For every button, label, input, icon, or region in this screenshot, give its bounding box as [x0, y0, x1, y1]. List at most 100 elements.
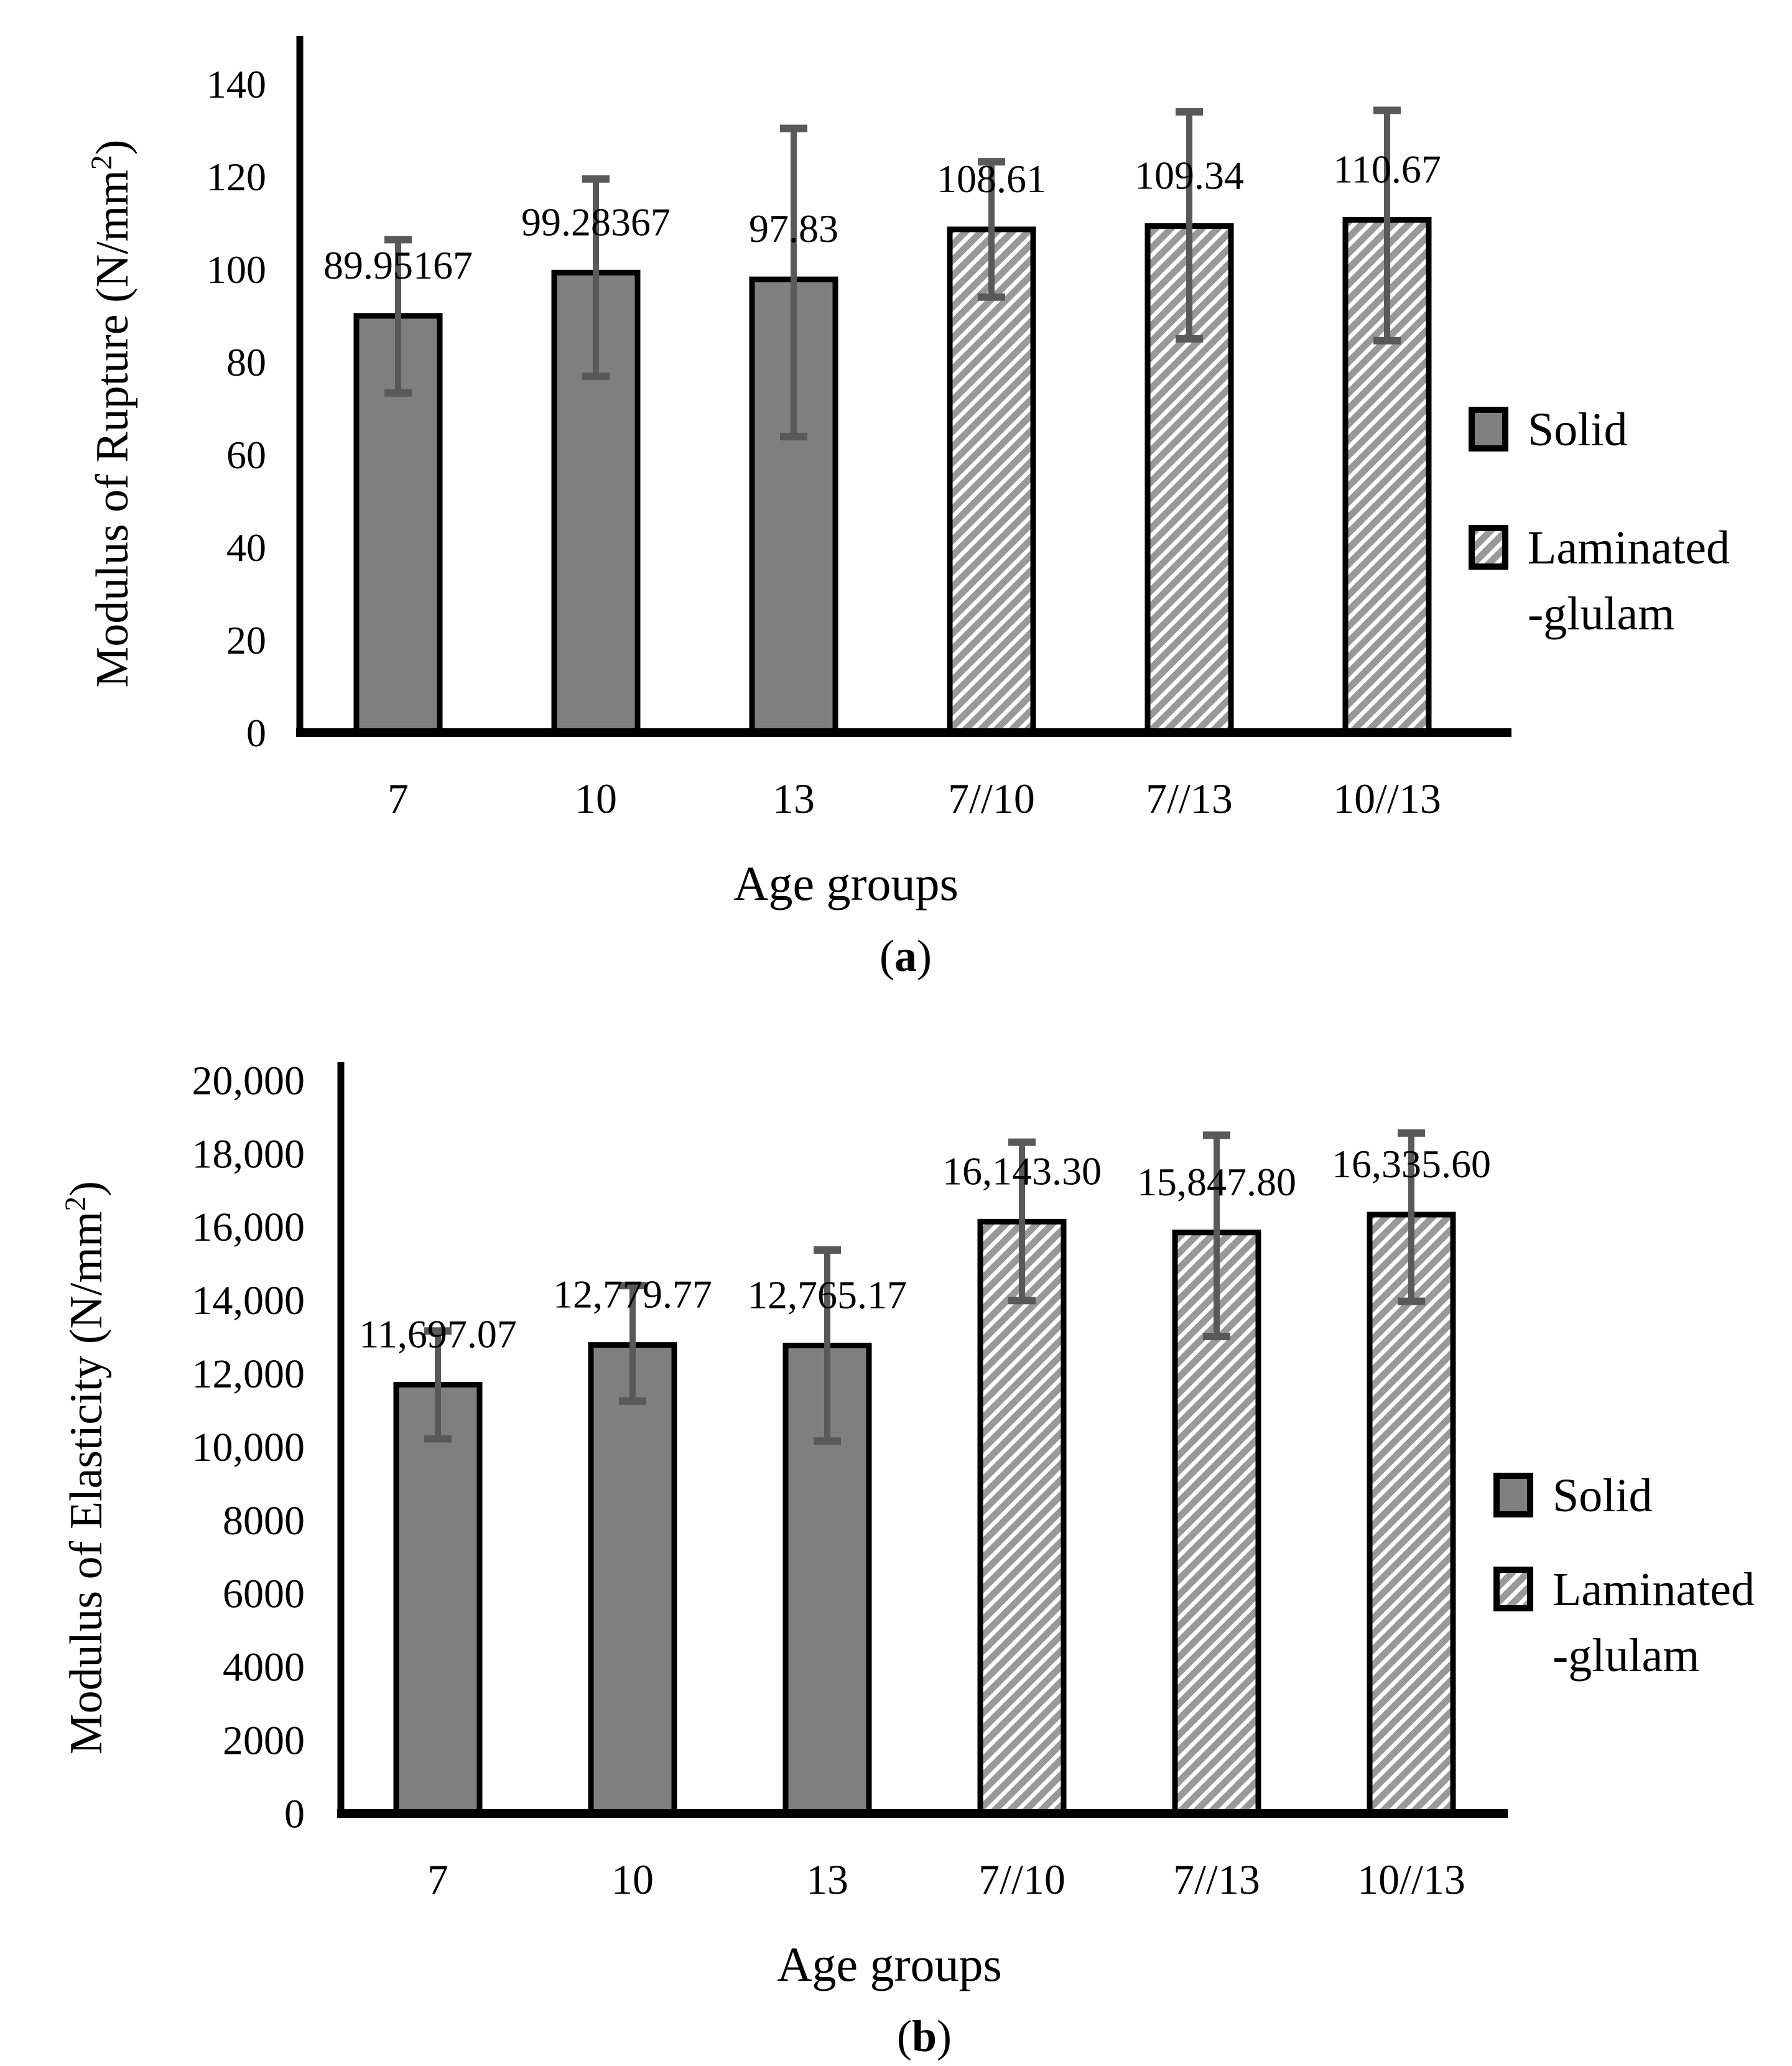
- x-label-10-13: 10//13: [1333, 775, 1441, 822]
- legend-swatch-laminated: [1493, 1567, 1533, 1611]
- caption-b-open: (: [896, 2011, 912, 2061]
- y-tick-140: 140: [207, 62, 266, 106]
- bar-7-10: [947, 226, 1036, 736]
- bar-7-13: [1144, 223, 1234, 736]
- error-bar-7-10: [1008, 1138, 1036, 1305]
- error-bar-10: [619, 1282, 646, 1405]
- value-label-13: 12,765.17: [748, 1272, 907, 1317]
- y-axis-title-main: Modulus of Rupture (N/mm: [87, 170, 138, 687]
- error-bar-7-13: [1176, 108, 1203, 343]
- legend-swatch-solid: [1469, 407, 1508, 452]
- y-tick-20: 20: [226, 618, 266, 662]
- legend: Solid Laminated -glulam: [1493, 1470, 1755, 1682]
- y-tick-6000: 6000: [223, 1572, 305, 1617]
- value-label-10-13: 16,335.60: [1332, 1142, 1491, 1186]
- legend-label-laminated-line1: Laminated: [1528, 522, 1730, 574]
- y-tick-labels: 0 2000 4000 6000 8000 10,000 12,000 14,000 16,00…: [192, 1058, 305, 1837]
- value-label-13: 97.83: [749, 206, 838, 251]
- y-axis-title-main: Modulus of Elasticity (N/mm: [61, 1211, 112, 1755]
- bar-10: [588, 1342, 677, 1817]
- legend-swatch-laminated: [1469, 525, 1508, 570]
- y-tick-0: 0: [284, 1791, 305, 1837]
- chart-a: 0 20 40 60 80 100 120 140 7 10 13 7//10 7//13 10//13 8…: [85, 36, 1730, 910]
- bars-group: [353, 217, 1432, 736]
- error-bar-13: [780, 124, 807, 440]
- x-label-7-13: 7//13: [1146, 775, 1233, 822]
- value-label-10-13: 110.67: [1333, 147, 1441, 192]
- value-label-7: 11,697.07: [359, 1312, 517, 1356]
- x-label-10-13: 10//13: [1357, 1856, 1465, 1903]
- error-bars-group: [424, 1129, 1425, 1445]
- legend-swatch-solid: [1493, 1473, 1533, 1517]
- x-label-7-13: 7//13: [1173, 1856, 1260, 1903]
- x-label-10: 10: [575, 775, 617, 822]
- x-label-7: 7: [388, 775, 409, 822]
- legend: Solid Laminated -glulam: [1469, 404, 1730, 640]
- bar-7: [393, 1381, 483, 1817]
- x-category-labels: 7 10 13 7//10 7//13 10//13: [388, 775, 1441, 822]
- caption-a-letter: a: [894, 931, 917, 981]
- y-tick-120: 120: [207, 155, 266, 199]
- y-tick-12000: 12,000: [192, 1351, 305, 1397]
- x-label-10: 10: [611, 1856, 654, 1903]
- y-tick-4000: 4000: [223, 1645, 305, 1690]
- y-axis-title: Modulus of Elasticity (N/mm2): [59, 1181, 112, 1754]
- x-label-7-10: 7//10: [978, 1856, 1065, 1903]
- value-label-7: 89.95167: [323, 243, 473, 287]
- chart-b: 0 2000 4000 6000 8000 10,000 12,000 14,000 16,00…: [59, 1058, 1755, 1991]
- error-bar-10: [582, 175, 610, 381]
- y-tick-40: 40: [226, 526, 266, 570]
- x-axis-title: Age groups: [733, 856, 959, 910]
- y-tick-18000: 18,000: [192, 1131, 305, 1177]
- chart-b-caption: (b): [341, 2014, 1508, 2059]
- y-tick-labels: 0 20 40 60 80 100 120 140: [207, 62, 266, 755]
- y-axis-title-sup: 2: [59, 1197, 92, 1211]
- legend-label-laminated-line2: -glulam: [1528, 588, 1674, 640]
- y-tick-20000: 20,000: [192, 1058, 305, 1103]
- value-label-10: 12,779.77: [553, 1272, 712, 1317]
- value-label-7-13: 15,847.80: [1137, 1160, 1296, 1204]
- error-bar-7-10: [978, 158, 1005, 301]
- y-axis-title: Modulus of Rupture (N/mm2): [85, 139, 138, 687]
- bar-7-10: [977, 1218, 1067, 1817]
- error-bars-group: [384, 106, 1401, 440]
- error-bar-7: [384, 236, 412, 397]
- chart-a-caption: (a): [300, 933, 1511, 978]
- y-tick-60: 60: [226, 433, 266, 477]
- y-tick-14000: 14,000: [192, 1278, 305, 1323]
- y-axis-title-suffix: ): [87, 139, 138, 155]
- y-tick-100: 100: [207, 248, 266, 292]
- value-label-7-10: 108.61: [937, 157, 1046, 201]
- error-bar-10-13: [1373, 106, 1401, 345]
- error-bar-7: [424, 1327, 452, 1443]
- y-tick-10000: 10,000: [192, 1425, 305, 1470]
- value-label-7-13: 109.34: [1135, 153, 1244, 197]
- error-bar-7-13: [1203, 1131, 1230, 1341]
- caption-a-open: (: [880, 931, 894, 981]
- legend-label-laminated-line1: Laminated: [1553, 1563, 1755, 1616]
- y-tick-80: 80: [226, 340, 266, 384]
- y-axis-title-suffix: ): [61, 1181, 112, 1197]
- x-label-13: 13: [806, 1856, 848, 1903]
- x-category-labels: 7 10 13 7//10 7//13 10//13: [427, 1856, 1465, 1903]
- x-label-13: 13: [773, 775, 815, 822]
- caption-b-letter: b: [911, 2011, 937, 2061]
- y-tick-2000: 2000: [223, 1718, 305, 1764]
- error-bar-13: [814, 1246, 841, 1445]
- legend-label-solid: Solid: [1528, 404, 1628, 456]
- caption-a-close: ): [917, 931, 932, 981]
- x-label-7-10: 7//10: [948, 775, 1035, 822]
- x-axis-title: Age groups: [777, 1937, 1002, 1991]
- caption-b-close: ): [937, 2011, 952, 2061]
- error-bar-10-13: [1398, 1129, 1425, 1305]
- x-label-7: 7: [427, 1856, 448, 1903]
- value-labels: 11,697.07 12,779.77 12,765.17 16,143.30 15,8…: [359, 1142, 1491, 1356]
- value-label-10: 99.28367: [521, 200, 671, 244]
- value-label-7-10: 16,143.30: [942, 1149, 1102, 1193]
- y-axis-title-sup: 2: [85, 155, 118, 170]
- value-labels: 89.95167 99.28367 97.83 108.61 109.34 110.67: [323, 147, 1441, 287]
- y-tick-8000: 8000: [223, 1498, 305, 1544]
- legend-label-solid: Solid: [1553, 1470, 1653, 1522]
- bar-10-13: [1367, 1211, 1456, 1817]
